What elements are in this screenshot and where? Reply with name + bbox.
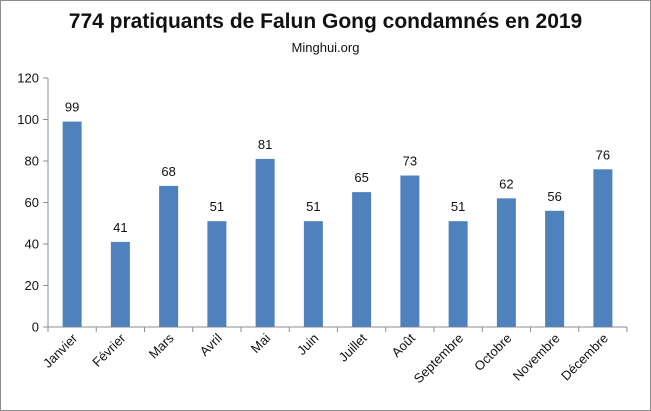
bar	[352, 192, 372, 327]
y-tick-label: 60	[25, 195, 39, 210]
data-label: 41	[113, 220, 127, 235]
bar	[593, 169, 613, 327]
y-tick-label: 80	[25, 154, 39, 169]
x-tick-label: Février	[89, 330, 129, 370]
bar	[496, 198, 516, 327]
data-label: 56	[547, 189, 561, 204]
bar	[303, 221, 323, 327]
data-label: 51	[306, 199, 320, 214]
y-tick-label: 40	[25, 237, 39, 252]
x-tick-label: Janvier	[40, 330, 81, 371]
x-tick-label: Octobre	[471, 331, 514, 374]
bar	[255, 158, 275, 327]
bar	[448, 221, 468, 327]
x-tick-label: Septembre	[411, 331, 467, 387]
x-tick-label: Juin	[294, 331, 321, 358]
data-label: 62	[499, 176, 513, 191]
bar	[159, 185, 179, 327]
bar	[62, 121, 82, 327]
data-label: 76	[596, 147, 610, 162]
y-tick-label: 100	[17, 112, 39, 127]
y-tick-label: 20	[25, 278, 39, 293]
x-tick-label: Juillet	[336, 330, 370, 364]
x-tick-label: Mars	[146, 330, 177, 361]
chart-subtitle: Minghui.org	[291, 40, 360, 55]
chart-title: 774 pratiquants de Falun Gong condamnés …	[68, 10, 583, 33]
data-label: 99	[65, 100, 79, 115]
bar	[110, 241, 130, 327]
x-tick-label: Novembre	[510, 331, 563, 384]
data-label: 68	[161, 164, 175, 179]
y-tick-label: 120	[17, 71, 39, 86]
data-label: 65	[354, 170, 368, 185]
data-label: 51	[210, 199, 224, 214]
data-label: 81	[258, 137, 272, 152]
x-tick-label: Avril	[197, 330, 225, 358]
y-tick-label: 0	[32, 320, 39, 335]
bar	[400, 175, 420, 327]
data-label: 51	[451, 199, 465, 214]
x-tick-label: Août	[388, 330, 418, 360]
x-tick-label: Décembre	[558, 331, 611, 384]
data-label: 73	[403, 154, 417, 169]
x-tick-label: Mai	[248, 330, 273, 355]
bar	[207, 221, 227, 327]
bar	[545, 210, 565, 327]
